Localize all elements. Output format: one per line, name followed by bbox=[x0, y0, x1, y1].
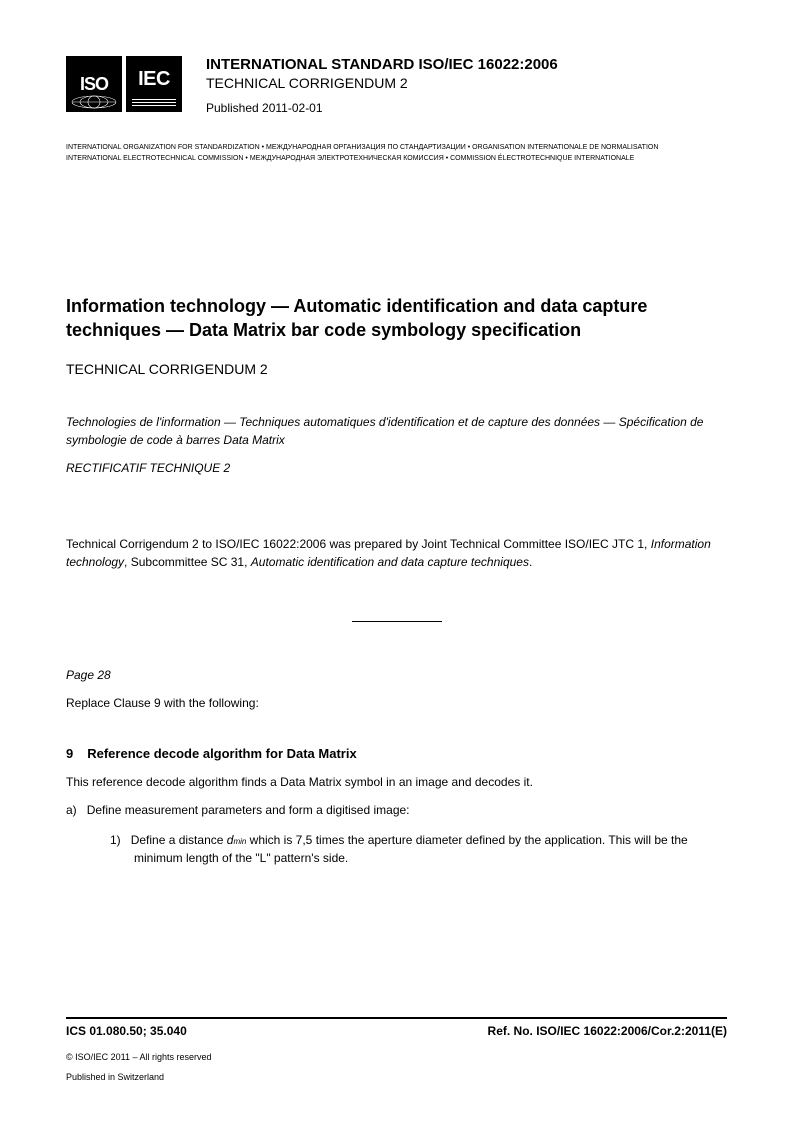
list-1-sub: min bbox=[233, 837, 246, 846]
standard-title: INTERNATIONAL STANDARD ISO/IEC 16022:200… bbox=[206, 56, 727, 73]
iso-logo-text: ISO bbox=[80, 74, 108, 95]
list-item-a: a) Define measurement parameters and for… bbox=[66, 803, 727, 817]
iec-logo: IEC bbox=[126, 56, 182, 112]
preparation-text: Technical Corrigendum 2 to ISO/IEC 16022… bbox=[66, 535, 727, 571]
iec-logo-text: IEC bbox=[138, 68, 170, 91]
logos: ISO IEC bbox=[66, 56, 182, 112]
header-text: INTERNATIONAL STANDARD ISO/IEC 16022:200… bbox=[206, 56, 727, 115]
ics-code: ICS 01.080.50; 35.040 bbox=[66, 1024, 187, 1038]
prep-it2: Automatic identification and data captur… bbox=[251, 555, 529, 569]
clause-heading: Reference decode algorithm for Data Matr… bbox=[87, 746, 356, 761]
globe-icon bbox=[70, 95, 118, 109]
list-1-marker: 1) bbox=[110, 833, 121, 847]
prep-mid: , Subcommittee SC 31, bbox=[124, 555, 251, 569]
clause-body: This reference decode algorithm finds a … bbox=[66, 775, 727, 789]
header-row: ISO IEC INTERNATIONAL STANDARD ISO/IEC 1… bbox=[66, 56, 727, 115]
footer: ICS 01.080.50; 35.040 Ref. No. ISO/IEC 1… bbox=[66, 1017, 727, 1082]
tech-corrigendum-label: TECHNICAL CORRIGENDUM 2 bbox=[66, 361, 727, 377]
copyright: © ISO/IEC 2011 – All rights reserved bbox=[66, 1052, 727, 1062]
clause-title: 9 Reference decode algorithm for Data Mat… bbox=[66, 746, 727, 761]
org-names: INTERNATIONAL ORGANIZATION FOR STANDARDI… bbox=[66, 143, 727, 164]
main-title: Information technology — Automatic ident… bbox=[66, 294, 727, 343]
divider bbox=[352, 621, 442, 622]
page-reference: Page 28 bbox=[66, 668, 727, 682]
org-line-1: INTERNATIONAL ORGANIZATION FOR STANDARDI… bbox=[66, 143, 727, 154]
prep-pre: Technical Corrigendum 2 to ISO/IEC 16022… bbox=[66, 537, 651, 551]
french-subtitle: RECTIFICATIF TECHNIQUE 2 bbox=[66, 461, 727, 475]
org-line-2: INTERNATIONAL ELECTROTECHNICAL COMMISSIO… bbox=[66, 154, 727, 165]
replace-instruction: Replace Clause 9 with the following: bbox=[66, 696, 727, 710]
ref-number: Ref. No. ISO/IEC 16022:2006/Cor.2:2011(E… bbox=[488, 1024, 727, 1038]
list-item-1: 1) Define a distance dmin which is 7,5 t… bbox=[66, 831, 727, 867]
corrigendum-subtitle: TECHNICAL CORRIGENDUM 2 bbox=[206, 75, 727, 91]
list-a-text: Define measurement parameters and form a… bbox=[87, 803, 410, 817]
list-1-pre: Define a distance bbox=[131, 833, 227, 847]
footer-line: ICS 01.080.50; 35.040 Ref. No. ISO/IEC 1… bbox=[66, 1017, 727, 1038]
french-title: Technologies de l'information — Techniqu… bbox=[66, 413, 727, 449]
prep-end: . bbox=[529, 555, 532, 569]
publication-location: Published in Switzerland bbox=[66, 1072, 727, 1082]
iso-logo: ISO bbox=[66, 56, 122, 112]
list-a-marker: a) bbox=[66, 803, 77, 817]
iec-lines-icon bbox=[132, 97, 176, 106]
published-date: Published 2011-02-01 bbox=[206, 101, 727, 115]
clause-number: 9 bbox=[66, 746, 73, 761]
